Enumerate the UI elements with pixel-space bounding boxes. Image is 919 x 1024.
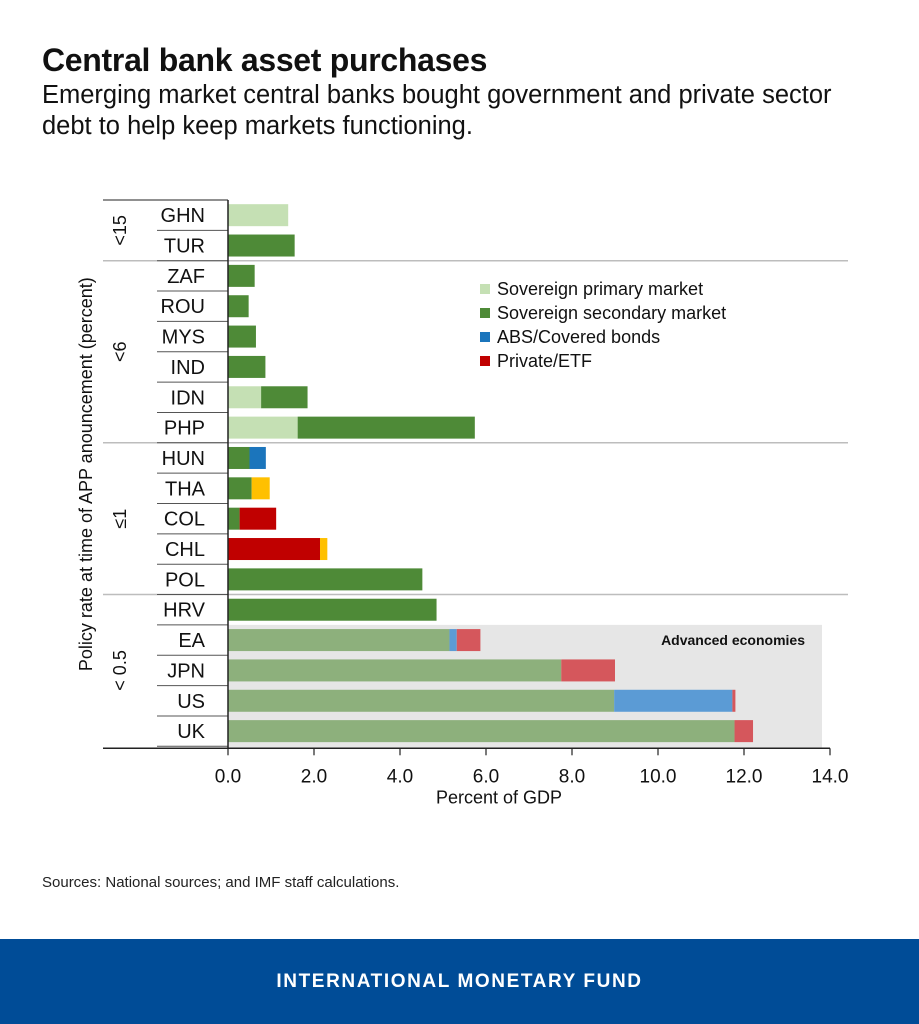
group-label: < 0.5 [110,650,130,691]
legend-swatch-3 [480,356,490,366]
category-label: UK [177,721,205,743]
legend-label-2: ABS/Covered bonds [497,327,660,347]
group-label: ≤1 [110,509,130,529]
bar-idn-series-0 [228,386,262,409]
bar-hun-series-2 [249,446,266,469]
bar-php-series-1 [297,416,475,439]
legend-label-3: Private/ETF [497,351,592,371]
bar-jpn-series-3 [561,659,615,682]
bar-uk-series-3 [734,720,754,743]
bar-us-series-3 [732,689,736,712]
bar-ea-series-1 [228,629,450,652]
bar-jpn-series-1 [228,659,562,682]
bar-chart: Advanced economies <15 <6 ≤1 < 0.5 GHN TUR ZAF R… [76,199,849,807]
bar-ea-series-3 [456,629,481,652]
x-tick-label: 10.0 [640,766,677,787]
category-label: ROU [161,296,205,318]
bar-pol-series-1 [228,568,423,591]
bar-us-series-2 [614,689,733,712]
legend-label-0: Sovereign primary market [497,279,703,299]
chart-subtitle: Emerging market central banks bought gov… [42,81,832,140]
legend-swatch-1 [480,308,490,318]
legend-swatch-2 [480,332,490,342]
bar-uk-series-1 [228,720,735,743]
source-note: Sources: National sources; and IMF staff… [42,874,400,891]
category-label: PHP [164,418,205,440]
bar-mys-series-1 [228,325,256,348]
x-tick-label: 14.0 [812,766,849,787]
category-label: ZAF [167,266,205,288]
legend-swatch-0 [480,284,490,294]
advanced-economies-label: Advanced economies [661,632,805,648]
category-label: POL [165,569,205,591]
bar-hun-series-1 [228,446,250,469]
category-label: HRV [163,600,206,622]
bar-chl-series-4 [320,538,328,561]
bar-tha-series-1 [228,477,252,500]
x-axis-title: Percent of GDP [436,787,562,807]
x-tick-label: 12.0 [726,766,763,787]
bar-rou-series-1 [228,295,249,318]
category-label: US [177,691,205,713]
group-label: <6 [110,341,130,362]
category-label: GHN [161,205,205,227]
bar-ghn-series-0 [228,204,289,227]
bar-chl-series-3 [228,538,321,561]
legend-label-1: Sovereign secondary market [497,303,726,323]
x-tick-label: 0.0 [215,766,241,787]
chart-title: Central bank asset purchases [42,42,488,78]
category-label: HUN [162,448,205,470]
bar-php-series-0 [228,416,298,439]
category-label: CHL [165,539,205,561]
bar-ea-series-2 [449,629,457,652]
y-axis-title: Policy rate at time of APP anouncement (… [76,277,96,671]
category-label: THA [165,478,206,500]
footer-brand: INTERNATIONAL MONETARY FUND [276,970,643,992]
bar-hrv-series-1 [228,598,437,621]
bar-col-series-3 [239,507,277,530]
x-tick-label: 4.0 [387,766,413,787]
bar-col-series-1 [228,507,240,530]
category-label: IDN [171,387,205,409]
footer-banner: INTERNATIONAL MONETARY FUND [0,939,919,1024]
x-tick-label: 2.0 [301,766,327,787]
category-label: TUR [164,236,205,258]
bar-tha-series-4 [251,477,270,500]
category-label: EA [178,630,205,652]
category-label: COL [164,509,205,531]
bar-us-series-1 [228,689,615,712]
bar-tur-series-1 [228,234,295,257]
group-label: <15 [110,215,130,246]
bar-idn-series-1 [261,386,308,409]
category-label: IND [171,357,205,379]
category-label: JPN [167,660,205,682]
x-tick-label: 8.0 [559,766,585,787]
category-label: MYS [162,327,205,349]
x-tick-label: 6.0 [473,766,499,787]
bar-zaf-series-1 [228,264,255,287]
bar-ind-series-1 [228,355,266,378]
